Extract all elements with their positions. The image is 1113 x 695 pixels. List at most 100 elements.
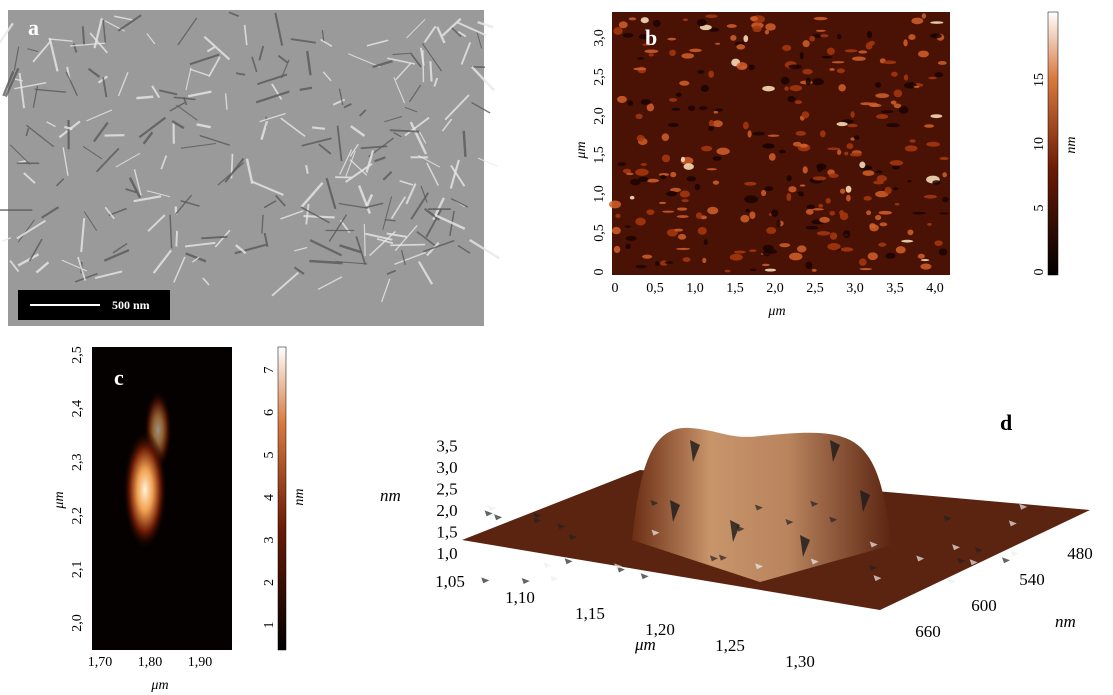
x-tick-label: 1,80 [138, 655, 163, 670]
grain [812, 269, 817, 272]
grain [942, 197, 949, 202]
grain [832, 61, 845, 63]
grain [797, 245, 807, 252]
grain [894, 90, 903, 98]
grain [743, 35, 748, 42]
grain [716, 148, 729, 155]
grain [630, 179, 641, 185]
grain [641, 163, 647, 166]
grain [820, 34, 828, 37]
grain [736, 44, 745, 49]
grain [626, 236, 637, 241]
panel-d: d nm μm nm [380, 410, 1090, 654]
grain [879, 222, 887, 226]
grain [819, 217, 830, 223]
grain [875, 215, 881, 220]
grain [918, 254, 925, 259]
nanorod [430, 61, 431, 81]
grain [749, 249, 757, 252]
facet [550, 576, 558, 582]
grain [891, 72, 898, 77]
grain [637, 57, 644, 59]
grain [736, 62, 747, 70]
grain [784, 86, 788, 90]
grain [895, 203, 900, 206]
y-axis-label: μm [574, 141, 589, 159]
colorbar-tick-label: 0 [1032, 269, 1047, 276]
colorbar-tick-label: 4 [262, 494, 277, 501]
grain [837, 34, 841, 39]
grain [669, 98, 677, 102]
panel-label: a [28, 15, 39, 40]
grain [635, 218, 645, 226]
tem-image [8, 10, 484, 326]
grain [927, 223, 932, 226]
colorbar-tick-label: 6 [262, 409, 277, 416]
grain [939, 249, 948, 256]
x-tick-label: 3,0 [846, 281, 864, 296]
grain [863, 196, 871, 201]
grain [875, 93, 889, 98]
y-tick-label: 2,3 [70, 453, 85, 471]
grain [688, 106, 695, 111]
grain [806, 205, 815, 210]
grain [789, 253, 803, 261]
grain [713, 156, 722, 161]
grain [800, 52, 804, 59]
grain [706, 168, 717, 170]
facet [481, 577, 489, 583]
grain [766, 227, 776, 234]
x-tick-label: 0,5 [646, 281, 664, 296]
grain [930, 21, 943, 24]
grain [860, 102, 872, 105]
grain [911, 18, 923, 25]
grain [629, 17, 636, 20]
grain [924, 124, 934, 128]
grain [683, 257, 691, 262]
grain [696, 212, 702, 219]
grain [930, 114, 942, 118]
grain [827, 147, 840, 150]
grain [875, 82, 881, 88]
grain [909, 139, 915, 142]
grain [749, 64, 755, 70]
grain [806, 77, 811, 85]
facet [1010, 550, 1018, 556]
grain [623, 33, 634, 37]
grain [884, 187, 892, 194]
grain [617, 162, 626, 165]
nanorod [423, 50, 424, 82]
nanorod [390, 245, 425, 246]
y-tick-label: 540 [1019, 570, 1045, 589]
x-tick-label: 0 [612, 281, 619, 296]
y-tick-label: 480 [1067, 544, 1093, 563]
panel-label: d [1000, 410, 1012, 435]
grain [777, 220, 781, 228]
grain [847, 124, 857, 127]
y-tick-label: 600 [971, 596, 997, 615]
grain [891, 100, 897, 104]
grain [806, 209, 814, 215]
grain [714, 111, 719, 114]
grain [642, 255, 652, 259]
nanorod [83, 26, 84, 44]
facet [488, 505, 496, 511]
grain [885, 253, 895, 259]
feature [123, 430, 167, 550]
y-tick-label: 2,4 [70, 400, 85, 418]
x-tick-label: 1,70 [88, 655, 113, 670]
grain [764, 186, 773, 191]
grain [844, 152, 848, 156]
x-tick-label: 2,0 [766, 281, 784, 296]
colorbar-tick-label: 3 [262, 537, 277, 544]
grain [829, 211, 835, 216]
grain [869, 223, 875, 228]
facet [485, 510, 493, 516]
grain [681, 157, 685, 162]
grain [681, 199, 688, 202]
grain [689, 49, 702, 52]
grain [934, 240, 942, 246]
facet [565, 558, 573, 564]
y-tick-label: 1,0 [592, 185, 607, 203]
grain [782, 45, 791, 51]
